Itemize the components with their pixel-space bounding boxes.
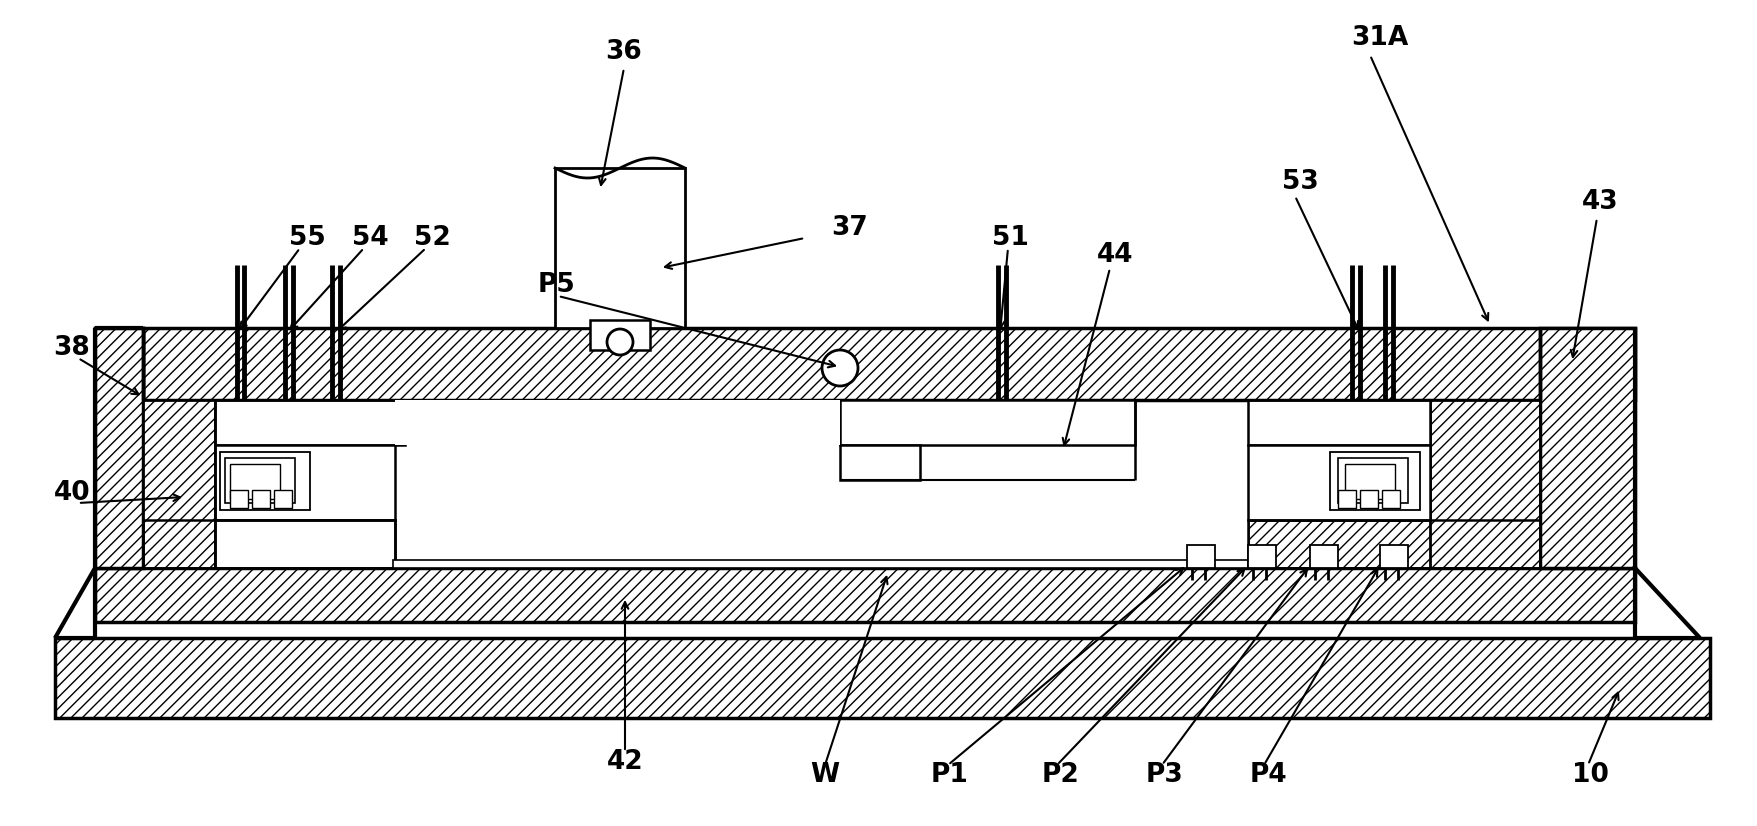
Circle shape bbox=[822, 350, 857, 386]
Bar bbox=[395, 400, 840, 445]
Bar bbox=[840, 445, 921, 480]
Bar bbox=[1379, 545, 1407, 568]
Bar bbox=[1360, 490, 1377, 508]
Circle shape bbox=[606, 329, 633, 355]
Bar bbox=[1188, 545, 1216, 568]
Bar bbox=[230, 464, 279, 499]
Text: 44: 44 bbox=[1096, 242, 1133, 268]
Bar bbox=[590, 320, 650, 350]
Text: 36: 36 bbox=[606, 39, 643, 65]
Text: 53: 53 bbox=[1281, 169, 1318, 195]
Bar bbox=[394, 560, 1247, 568]
Bar bbox=[1247, 545, 1276, 568]
Bar bbox=[142, 400, 214, 568]
Text: 31A: 31A bbox=[1351, 25, 1409, 51]
Bar bbox=[1247, 400, 1430, 445]
Bar bbox=[1339, 458, 1407, 503]
Bar bbox=[274, 490, 292, 508]
Text: 10: 10 bbox=[1571, 762, 1608, 788]
Text: 42: 42 bbox=[606, 749, 643, 775]
Text: 52: 52 bbox=[413, 225, 450, 251]
Bar bbox=[840, 400, 1135, 445]
Bar bbox=[225, 458, 295, 503]
Bar bbox=[555, 168, 685, 328]
Bar bbox=[230, 490, 248, 508]
Bar bbox=[214, 520, 395, 568]
Text: 54: 54 bbox=[351, 225, 388, 251]
Bar bbox=[142, 328, 1636, 400]
Bar bbox=[95, 328, 142, 568]
Text: P1: P1 bbox=[931, 762, 968, 788]
Bar bbox=[1383, 490, 1400, 508]
Bar bbox=[1339, 490, 1356, 508]
Bar bbox=[395, 400, 840, 568]
Bar bbox=[95, 328, 142, 400]
Bar bbox=[95, 568, 1636, 622]
Text: P2: P2 bbox=[1042, 762, 1079, 788]
Bar bbox=[142, 520, 395, 568]
Text: 51: 51 bbox=[991, 225, 1028, 251]
Text: 38: 38 bbox=[54, 335, 90, 361]
Text: P3: P3 bbox=[1146, 762, 1184, 788]
Bar bbox=[251, 490, 271, 508]
Bar bbox=[1539, 328, 1636, 568]
Bar bbox=[1311, 545, 1339, 568]
Bar bbox=[54, 638, 1710, 718]
Bar bbox=[1247, 520, 1539, 568]
Bar bbox=[1330, 452, 1420, 510]
Bar bbox=[220, 452, 309, 510]
Bar bbox=[1247, 520, 1539, 568]
Text: P4: P4 bbox=[1249, 762, 1286, 788]
Text: P5: P5 bbox=[538, 272, 575, 298]
Text: 43: 43 bbox=[1581, 189, 1618, 215]
Bar bbox=[1346, 464, 1395, 499]
Bar bbox=[214, 400, 406, 445]
Bar bbox=[1430, 400, 1539, 568]
Text: W: W bbox=[810, 762, 840, 788]
Bar bbox=[142, 520, 395, 568]
Bar bbox=[214, 445, 395, 520]
Text: 55: 55 bbox=[288, 225, 325, 251]
Bar bbox=[395, 445, 1247, 568]
Text: 40: 40 bbox=[54, 480, 90, 506]
Bar bbox=[1247, 445, 1430, 520]
Text: 37: 37 bbox=[831, 215, 868, 241]
